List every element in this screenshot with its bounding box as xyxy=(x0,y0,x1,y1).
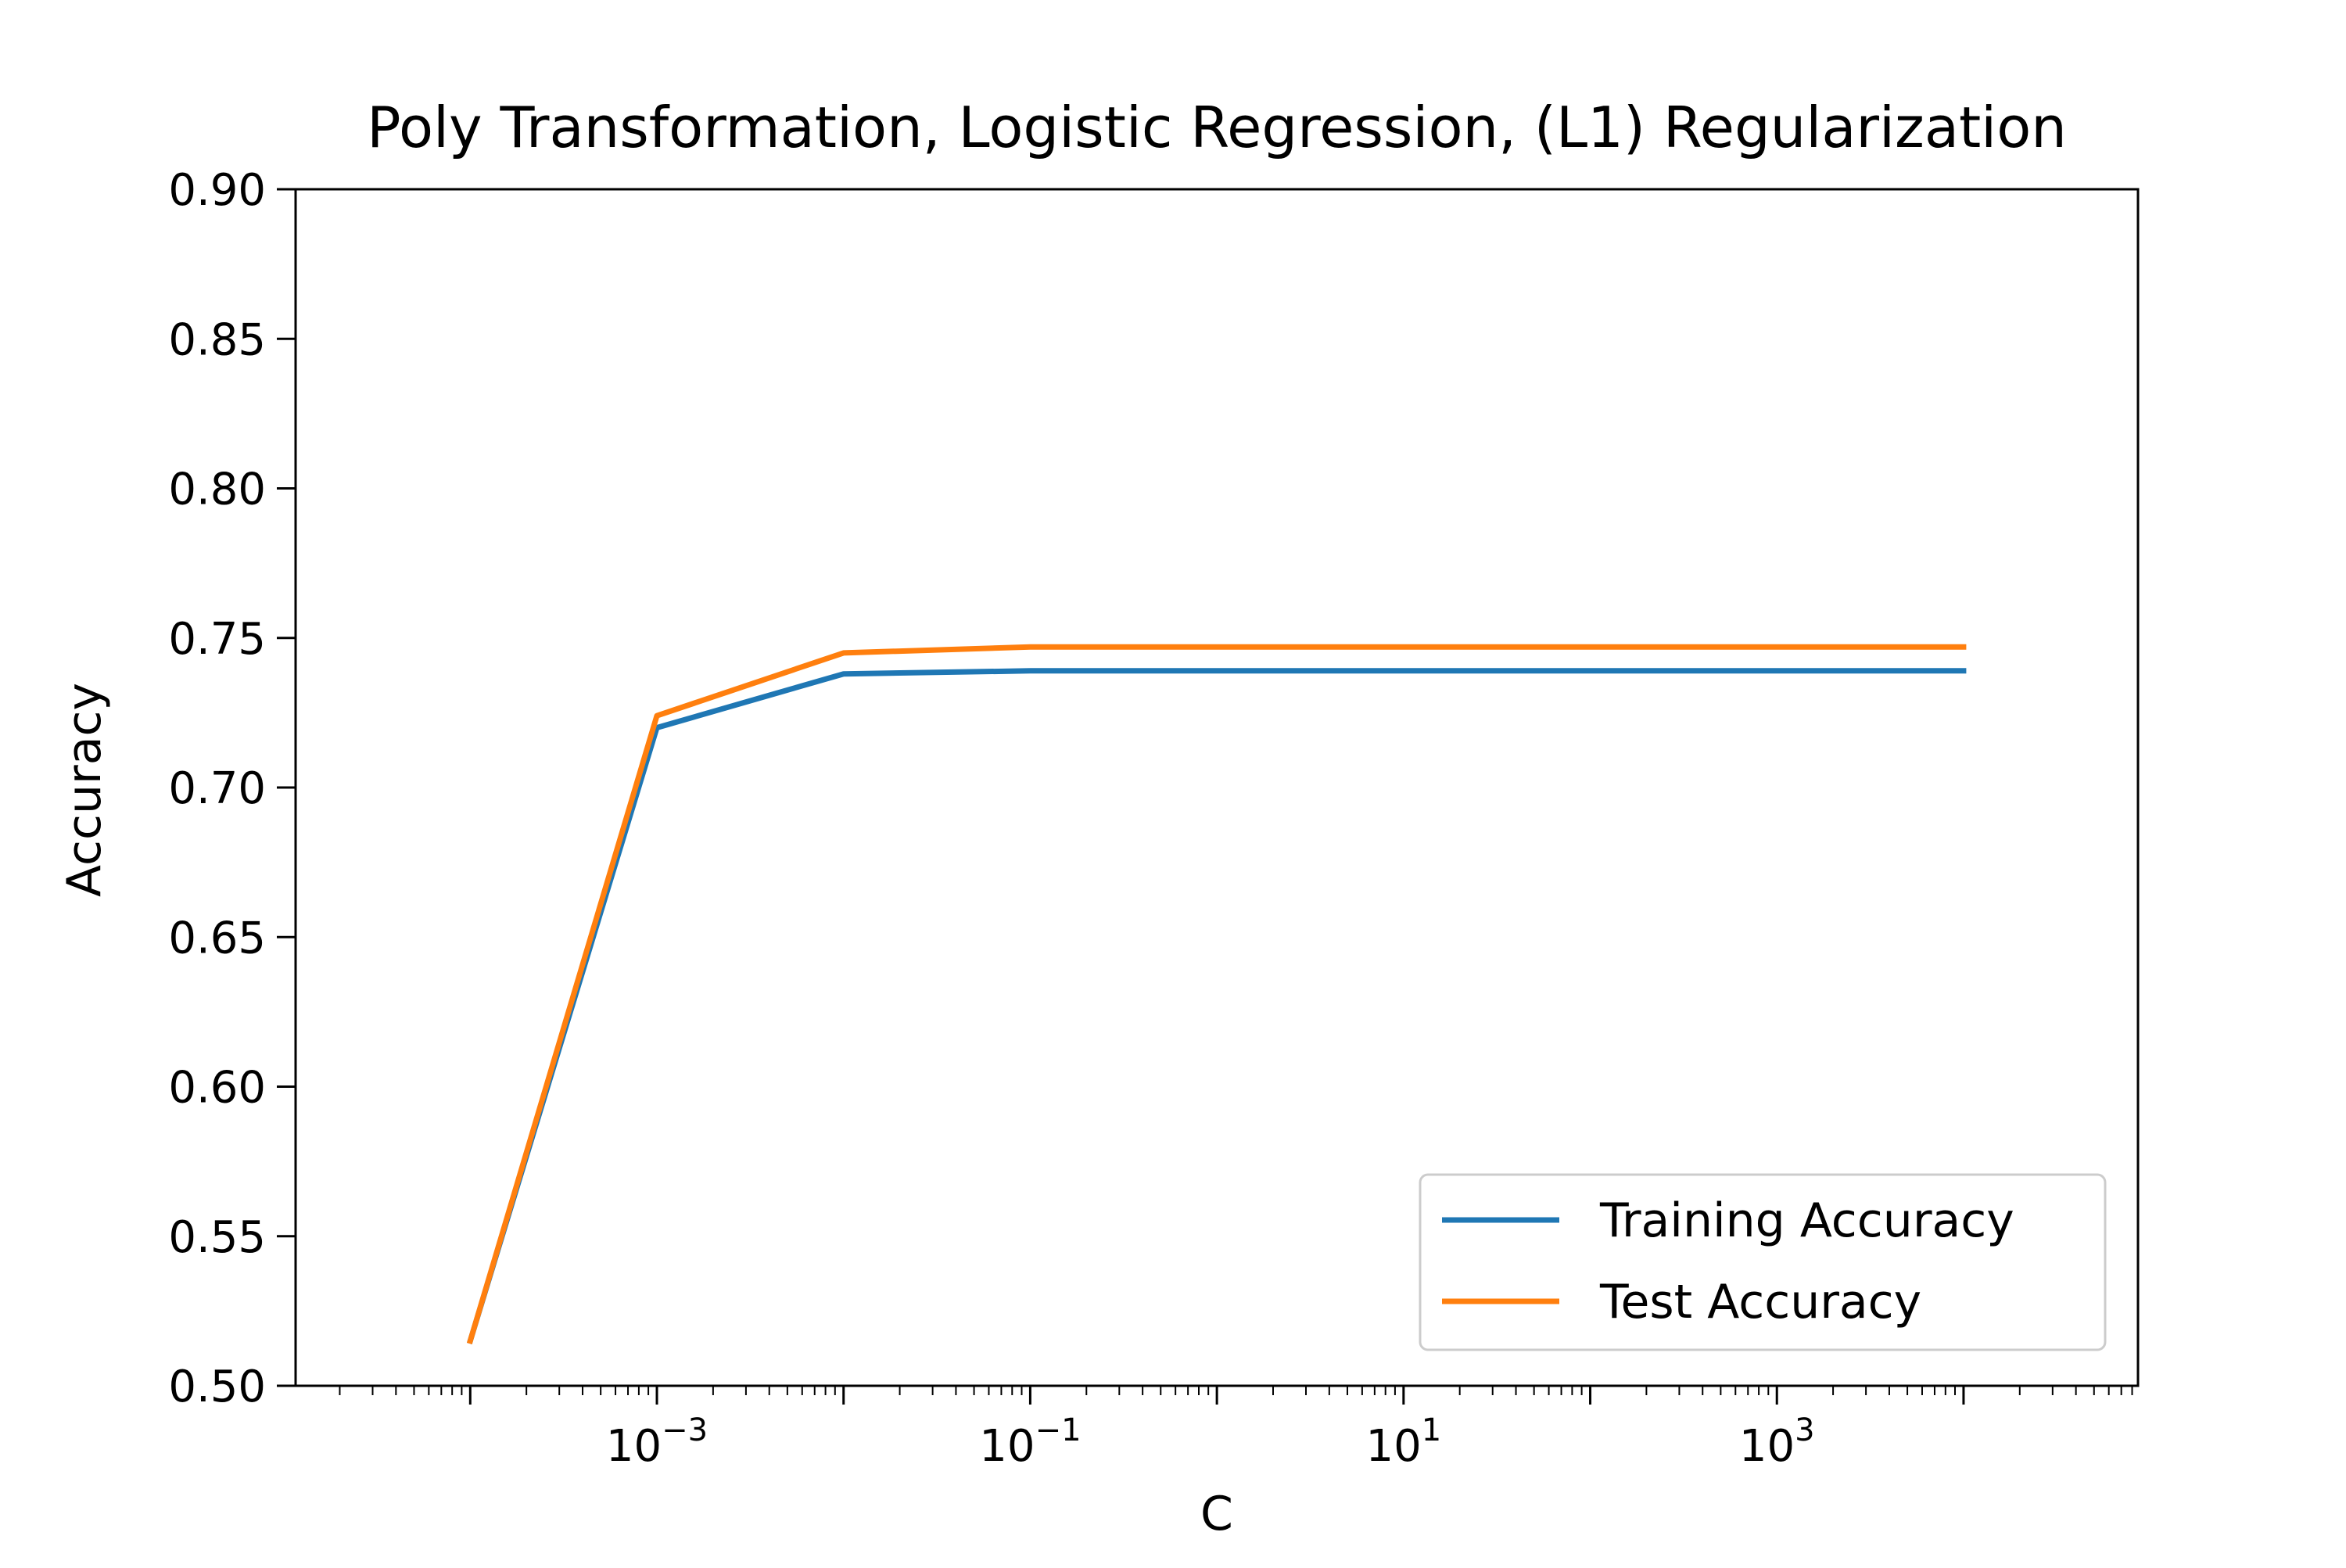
x-tick-exponent: 1 xyxy=(1422,1412,1441,1448)
x-tick-label: 10−3 xyxy=(606,1412,708,1472)
y-tick-label: 0.75 xyxy=(168,614,266,665)
y-tick-label: 0.90 xyxy=(168,165,266,216)
y-tick-label: 0.85 xyxy=(168,314,266,365)
x-tick-label: 103 xyxy=(1739,1412,1815,1472)
legend-label-test: Test Accuracy xyxy=(1599,1275,1921,1329)
series-line-training xyxy=(466,668,1967,1344)
x-tick-base: 10 xyxy=(1739,1421,1795,1472)
x-tick-exponent: 3 xyxy=(1795,1412,1814,1448)
legend-label-training: Training Accuracy xyxy=(1599,1193,2014,1248)
x-tick-label: 101 xyxy=(1365,1412,1441,1472)
chart-title: Poly Transformation, Logistic Regression… xyxy=(367,95,2067,160)
axes-frame xyxy=(294,188,2140,1387)
y-tick-label: 0.55 xyxy=(168,1212,266,1263)
x-axis-label: C xyxy=(1200,1487,1233,1541)
series-line-test xyxy=(466,644,1967,1344)
x-tick-exponent: −1 xyxy=(1035,1412,1082,1448)
x-tick-base: 10 xyxy=(979,1421,1035,1472)
x-tick-base: 10 xyxy=(606,1421,662,1472)
y-axis-label: Accuracy xyxy=(57,683,112,897)
y-tick-label: 0.60 xyxy=(168,1063,266,1114)
legend: Training Accuracy Test Accuracy xyxy=(1419,1173,2107,1351)
y-tick-label: 0.80 xyxy=(168,465,266,515)
y-tick-label: 0.50 xyxy=(168,1362,266,1412)
x-tick-base: 10 xyxy=(1365,1421,1421,1472)
x-tick-label: 10−1 xyxy=(979,1412,1081,1472)
x-tick-exponent: −3 xyxy=(662,1412,708,1448)
plot-area: 0.500.550.600.650.700.750.800.850.9010−3… xyxy=(168,165,2140,1472)
legend-box xyxy=(1419,1173,2107,1351)
y-tick-label: 0.70 xyxy=(168,763,266,814)
y-tick-label: 0.65 xyxy=(168,913,266,963)
